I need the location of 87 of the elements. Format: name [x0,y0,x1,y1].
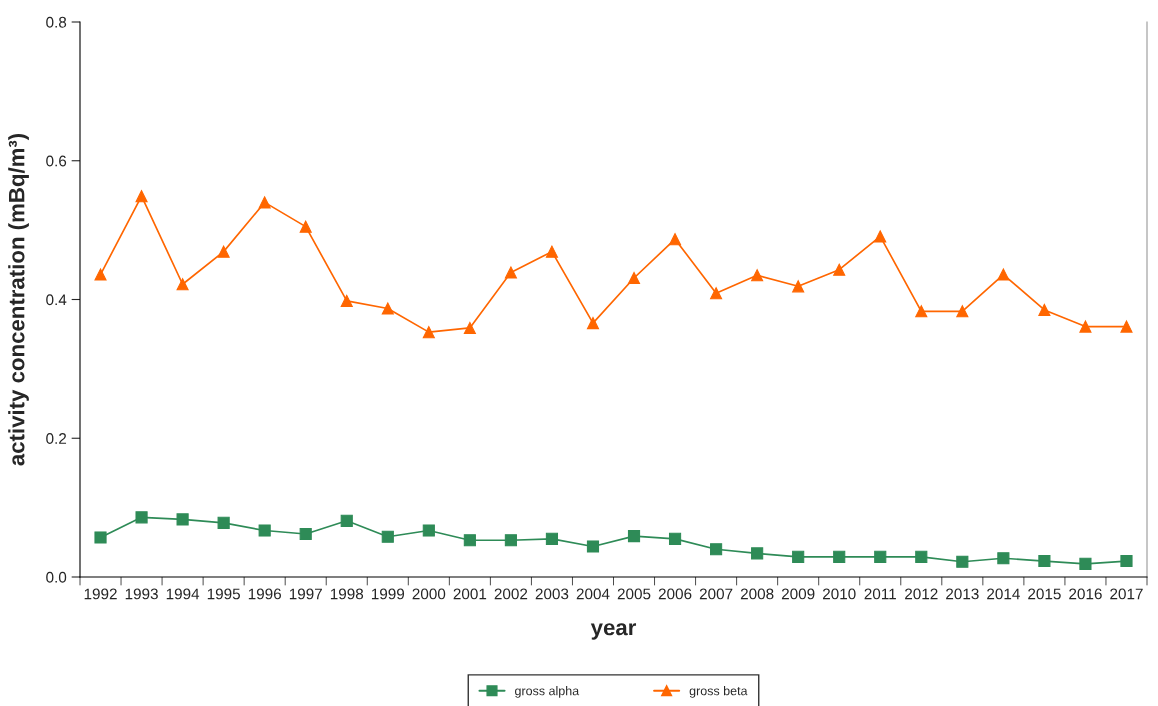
legend-label: gross beta [689,686,748,698]
y-tick-label: 0.8 [46,16,67,28]
point [176,278,189,291]
point [422,524,435,537]
point [627,529,641,543]
point [94,268,107,281]
point [545,245,559,258]
point [504,534,517,547]
x-tick-label: 2011 [864,588,896,600]
y-tick-label: 0.6 [46,155,67,167]
x-tick-label: 1994 [166,588,200,600]
point [299,220,312,233]
point [627,271,641,285]
point [751,547,764,560]
point [833,263,846,276]
point [1079,320,1092,333]
point [258,524,271,537]
x-tick-label: 1999 [371,588,405,600]
point [792,280,805,293]
x-tick-label: 1998 [330,588,364,600]
point [997,552,1010,565]
x-tick-label: 2012 [905,588,938,600]
x-tick-label: 2001 [453,588,487,600]
x-tick-label: 1993 [125,588,158,600]
x-tick-label: 2013 [946,588,979,600]
point [381,302,394,315]
point [422,326,435,339]
x-tick-label: 1995 [207,588,240,600]
y-tick-label: 0.0 [46,571,67,583]
point [751,269,764,282]
point [299,527,312,541]
x-tick-label: 1992 [84,588,117,600]
point [956,555,969,568]
y-axis-title: activity concentration (mBq/m³) [8,133,29,466]
point [463,534,476,547]
point [668,532,682,545]
point [135,190,148,203]
point [874,550,887,563]
x-tick-label: 2008 [740,588,774,600]
point [340,294,353,307]
point [545,532,559,545]
x-tick-label: 2016 [1069,588,1102,600]
y-tick-label: 0.2 [46,433,67,444]
point [668,233,682,246]
x-tick-label: 2003 [535,588,569,600]
point [135,511,148,524]
point [586,540,600,553]
point [874,230,887,243]
x-tick-label: 2017 [1110,588,1143,600]
x-tick-label: 2010 [822,588,856,600]
point [217,516,230,529]
point [381,530,394,543]
legend-label: gross alpha [515,686,580,698]
point [1120,554,1133,568]
point [504,266,517,279]
x-tick-label: 1996 [248,588,281,600]
x-axis-title: year [590,623,637,640]
point [463,321,476,335]
point [710,287,723,300]
x-tick-label: 2015 [1028,588,1061,600]
point [833,550,846,563]
point [915,305,928,318]
x-tick-label: 2007 [699,588,733,600]
point [1079,557,1092,570]
point [956,305,969,318]
x-tick-label: 2004 [576,588,610,600]
point [340,514,353,527]
point [710,543,723,556]
point [258,196,271,209]
x-tick-label: 2009 [781,588,815,600]
point [915,550,928,563]
point [586,317,600,330]
point [217,245,230,258]
y-tick-label: 0.4 [46,294,67,306]
x-tick-label: 2014 [987,588,1020,600]
point [1120,320,1133,333]
point [94,531,107,544]
x-tick-label: 2006 [658,588,692,600]
x-tick-label: 2002 [494,588,528,600]
x-tick-label: 1997 [289,588,322,600]
point [1038,554,1051,568]
point [176,513,189,526]
point [997,268,1010,281]
point [1038,303,1051,316]
x-tick-label: 2000 [412,588,446,600]
x-tick-label: 2005 [617,588,651,600]
point [792,550,805,563]
